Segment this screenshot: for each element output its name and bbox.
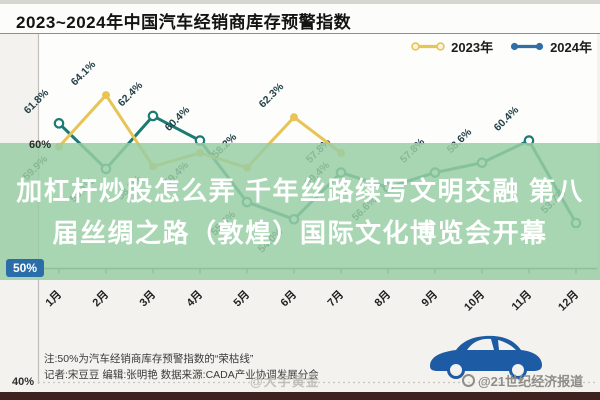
svg-text:62.3%: 62.3% [257, 80, 287, 110]
legend-swatch-icon [411, 42, 445, 51]
svg-text:7月: 7月 [325, 288, 346, 309]
svg-text:60.4%: 60.4% [492, 104, 522, 134]
bottom-strip [0, 392, 600, 400]
legend-swatch-icon [510, 42, 544, 51]
svg-text:12月: 12月 [555, 288, 581, 314]
svg-text:64.1%: 64.1% [69, 58, 99, 88]
svg-text:62.4%: 62.4% [116, 79, 146, 109]
svg-text:1月: 1月 [43, 288, 64, 309]
svg-text:11月: 11月 [509, 288, 534, 313]
headline-overlay-banner: 加杠杆炒股怎么弄 千年丝路续写文明交融 第八 届丝绸之路（敦煌）国际文化博览会开… [0, 143, 600, 280]
svg-text:8月: 8月 [372, 288, 393, 309]
legend-item-2023: 2023年 [410, 37, 493, 56]
footnote-credits: 记者:宋豆豆 编辑:张明艳 数据来源:CADA产业协调发展分会 [44, 369, 319, 381]
page-title: 2023~2024年中国汽车经销商库存预警指数 [16, 13, 352, 32]
svg-text:2月: 2月 [90, 288, 111, 309]
svg-text:4月: 4月 [184, 288, 205, 309]
car-icon [430, 335, 542, 379]
top-strip [0, 0, 600, 4]
chart-legend: 2023年 2024年 [410, 37, 592, 56]
watermark-publisher-text: @21世纪经济报道 [478, 374, 584, 389]
legend-label: 2024年 [550, 40, 592, 55]
watermark-ring-icon [462, 374, 475, 387]
title-bar: 2023~2024年中国汽车经销商库存预警指数 [0, 4, 600, 34]
footnote-boom-bust: 注:50%为汽车经销商库存预警指数的“荣枯线” [44, 353, 254, 365]
svg-text:5月: 5月 [231, 288, 252, 309]
svg-text:61.8%: 61.8% [22, 86, 52, 116]
headline-line-2: 届丝绸之路（敦煌）国际文化博览会开幕 [52, 217, 548, 248]
svg-text:60.4%: 60.4% [163, 104, 193, 134]
y-axis-badge-50: 50% [6, 259, 45, 277]
svg-text:9月: 9月 [419, 288, 440, 309]
svg-text:10月: 10月 [461, 288, 487, 314]
headline-line-1: 加杠杆炒股怎么弄 千年丝路续写文明交融 第八 [16, 175, 584, 206]
legend-item-2024: 2024年 [509, 37, 592, 56]
y-axis-label-60: 60% [29, 139, 52, 151]
legend-label: 2023年 [451, 40, 494, 55]
watermark-center: @大宇黄金 [250, 374, 320, 389]
svg-text:6月: 6月 [278, 288, 299, 309]
svg-text:3月: 3月 [137, 288, 158, 309]
y-axis-label-40: 40% [12, 376, 35, 388]
watermark-publisher: @21世纪经济报道 [462, 371, 583, 390]
